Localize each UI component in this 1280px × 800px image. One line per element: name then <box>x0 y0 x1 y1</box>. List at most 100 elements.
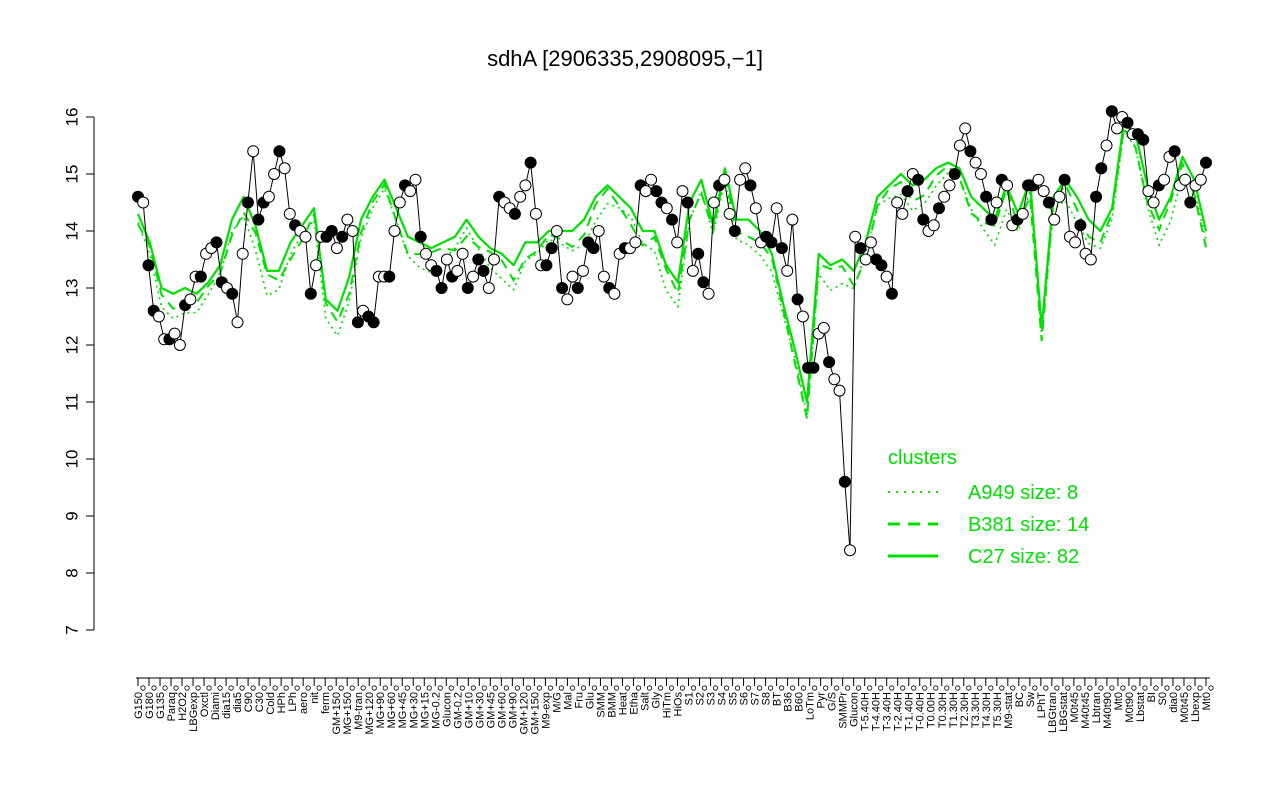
x-tick-label: T5.30H <box>992 692 1004 728</box>
x-tick-label: BI <box>1146 692 1158 702</box>
data-point <box>980 190 993 203</box>
data-point <box>990 196 1003 209</box>
x-tick-marker <box>503 685 509 691</box>
x-tick-label: Lbstat <box>1135 692 1147 722</box>
x-tick-marker <box>1131 685 1137 691</box>
x-tick-label: HiTm <box>661 692 673 718</box>
x-tick-marker <box>856 685 862 691</box>
x-tick-label: GM+150 <box>331 692 343 735</box>
x-tick-marker <box>1087 685 1093 691</box>
x-tick-marker <box>338 685 344 691</box>
data-point <box>749 202 762 215</box>
x-tick-label: T-2.40H <box>893 692 905 731</box>
data-point <box>1200 156 1212 169</box>
x-tick-label: M0t90 <box>1124 692 1136 723</box>
y-tick-label: 16 <box>63 108 82 127</box>
y-tick-label: 7 <box>63 625 82 634</box>
x-tick-label: LPhT <box>1036 692 1048 719</box>
x-tick-label: G/S <box>827 692 839 711</box>
data-point <box>734 173 747 186</box>
x-tick-marker <box>1175 685 1181 691</box>
x-tick-marker <box>1186 685 1192 691</box>
x-tick-marker <box>845 685 851 691</box>
data-point <box>629 236 642 249</box>
data-point <box>577 264 589 277</box>
data-point <box>692 247 705 260</box>
data-point <box>880 270 893 283</box>
x-tick-marker <box>933 685 939 691</box>
data-point <box>351 316 364 329</box>
data-point <box>959 122 972 135</box>
x-tick-marker <box>955 685 961 691</box>
x-tick-label: GM+150 <box>529 692 541 735</box>
data-point <box>823 356 836 369</box>
x-tick-marker <box>834 685 840 691</box>
x-tick-label: G180 <box>144 692 156 719</box>
x-tick-marker <box>250 685 256 691</box>
data-point <box>1142 185 1155 198</box>
x-tick-marker <box>701 685 708 691</box>
data-point <box>775 242 788 255</box>
data-point <box>1069 236 1082 249</box>
data-point <box>540 259 553 272</box>
data-point <box>697 276 710 289</box>
y-tick-label: 12 <box>63 336 82 355</box>
x-tick-label: M9-stat <box>1003 692 1015 729</box>
data-point <box>676 185 689 198</box>
x-tick-marker <box>1054 685 1060 691</box>
data-point <box>1194 173 1207 186</box>
y-ticks: 7 8 9 10 11 12 13 14 15 16 <box>63 108 94 635</box>
data-point <box>807 361 820 374</box>
data-point <box>566 270 579 283</box>
x-tick-label: Lbexp <box>1190 692 1202 722</box>
x-tick-marker <box>525 685 531 691</box>
data-point <box>514 190 527 203</box>
legend-label-c27: C27 size: 82 <box>968 546 1079 568</box>
legend-label-b381: B381 size: 14 <box>968 514 1089 536</box>
x-tick-marker <box>140 685 146 691</box>
x-tick-marker <box>1076 685 1082 691</box>
x-tick-marker <box>1142 685 1148 691</box>
x-tick-label: B36 <box>783 692 795 712</box>
data-point <box>660 202 673 215</box>
x-tick-label: GM+10 <box>463 692 475 728</box>
x-tick-label: GM-0.2 <box>452 692 464 729</box>
x-tick-marker <box>261 685 267 691</box>
data-point <box>341 213 354 226</box>
x-tick-label: MG+30 <box>408 692 420 728</box>
x-tick-label: H2O2 <box>177 692 189 721</box>
x-tick-marker <box>889 685 895 691</box>
data-point <box>933 202 945 215</box>
x-tick-marker <box>162 685 168 691</box>
x-tick-marker <box>966 685 972 691</box>
data-point <box>194 270 207 283</box>
data-point <box>173 339 186 351</box>
data-point <box>268 168 281 180</box>
data-point <box>330 242 343 255</box>
data-point <box>482 282 495 294</box>
data-point <box>854 242 867 255</box>
series-line-b381 <box>137 125 1207 420</box>
x-tick-marker <box>151 685 157 691</box>
data-point <box>529 207 542 220</box>
x-tick-marker <box>536 685 542 691</box>
x-tick-marker <box>1197 685 1203 691</box>
x-tick-label: MG+90 <box>375 692 387 728</box>
data-point <box>1137 133 1150 146</box>
x-tick-label: SMMPr <box>838 692 850 729</box>
x-tick-label: LBGtran <box>1047 692 1059 733</box>
data-point <box>519 179 532 192</box>
x-tick-label: T0.30H <box>937 692 949 728</box>
x-tick-label: MG+120 <box>364 692 376 735</box>
data-point <box>828 373 841 386</box>
x-tick-label: T1.30H <box>948 692 960 728</box>
x-tick-marker <box>1032 685 1038 691</box>
x-tick-marker <box>778 685 785 691</box>
data-point <box>1147 196 1160 209</box>
x-tick-label: ferm <box>320 692 332 714</box>
x-tick-label: M9-exp <box>540 692 552 729</box>
data-point <box>1090 190 1103 203</box>
data-point <box>435 282 448 294</box>
x-tick-marker <box>823 685 829 691</box>
x-tick-label: BT <box>772 692 784 706</box>
